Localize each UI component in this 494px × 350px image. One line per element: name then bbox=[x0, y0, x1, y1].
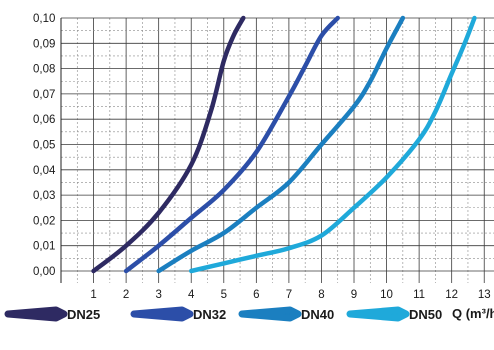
legend-swatch-dn40 bbox=[238, 306, 302, 322]
legend-swatch-dn25 bbox=[4, 306, 68, 322]
y-tick-label: 0,05 bbox=[33, 140, 55, 152]
x-axis-ticks: 1 2 3 4 5 6 7 8 9 10 11 12 13 bbox=[90, 289, 490, 301]
legend-label-dn25: DN25 bbox=[67, 307, 100, 322]
x-tick-label: 7 bbox=[286, 289, 292, 301]
legend-swatch-dn50 bbox=[346, 306, 410, 322]
x-tick-label: 13 bbox=[478, 289, 491, 301]
x-tick-label: 10 bbox=[380, 289, 393, 301]
legend-label-dn32: DN32 bbox=[193, 307, 226, 322]
x-tick-label: 4 bbox=[188, 289, 195, 301]
y-tick-label: 0,00 bbox=[33, 266, 55, 278]
legend: DN25 DN32 DN40 DN50 bbox=[4, 306, 442, 322]
y-tick-label: 0,06 bbox=[33, 114, 55, 126]
y-tick-label: 0,08 bbox=[33, 64, 55, 76]
y-tick-label: 0,07 bbox=[33, 89, 55, 101]
x-tick-label: 11 bbox=[413, 289, 425, 301]
y-tick-label: 0,03 bbox=[33, 190, 55, 202]
x-tick-label: 9 bbox=[351, 289, 357, 301]
legend-label-dn40: DN40 bbox=[301, 307, 334, 322]
y-axis-ticks: 0,00 0,01 0,02 0,03 0,04 0,05 0,06 0,07 0,08 0,09… bbox=[33, 13, 56, 278]
y-tick-label: 0,01 bbox=[33, 241, 55, 253]
legend-swatch-dn32 bbox=[130, 306, 194, 322]
x-tick-label: 12 bbox=[445, 289, 458, 301]
x-tick-label: 6 bbox=[253, 289, 259, 301]
x-axis-label: Q (m³/h) bbox=[452, 306, 494, 321]
x-tick-label: 5 bbox=[221, 289, 227, 301]
x-tick-label: 8 bbox=[318, 289, 324, 301]
y-tick-label: 0,10 bbox=[33, 13, 55, 25]
series-line-dn25 bbox=[91, 15, 246, 274]
series-line-dn40 bbox=[156, 15, 406, 274]
series-line-dn50 bbox=[188, 15, 477, 274]
y-tick-label: 0,04 bbox=[33, 165, 56, 177]
x-tick-label: 2 bbox=[123, 289, 129, 301]
series-lines bbox=[91, 15, 477, 274]
y-tick-label: 0,02 bbox=[33, 215, 55, 227]
x-tick-label: 1 bbox=[90, 289, 96, 301]
legend-label-dn50: DN50 bbox=[409, 307, 442, 322]
y-tick-label: 0,09 bbox=[33, 38, 55, 50]
x-tick-label: 3 bbox=[155, 289, 161, 301]
series-line-dn32 bbox=[123, 15, 340, 274]
